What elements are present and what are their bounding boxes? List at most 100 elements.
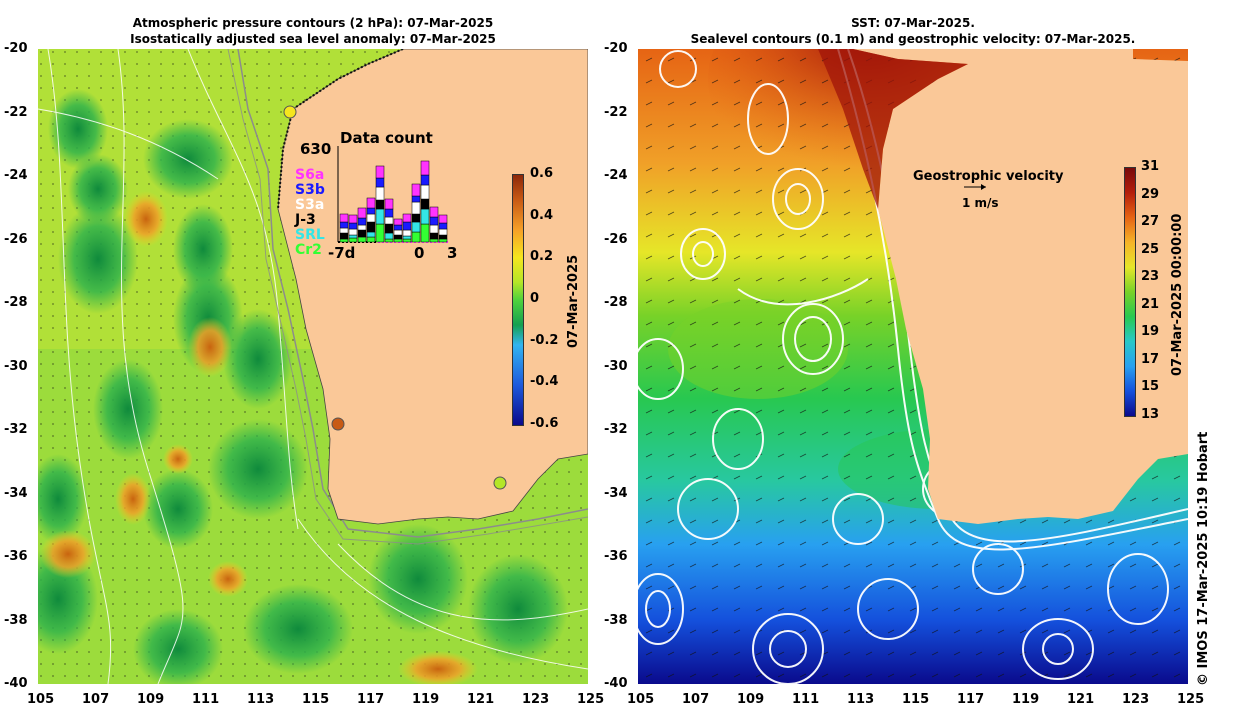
ssla-eddies xyxy=(38,89,568,684)
left-lon-tick: 117 xyxy=(357,692,385,707)
inset-histogram xyxy=(337,146,449,243)
right-lat-tick: -38 xyxy=(604,612,628,628)
right-lon-tick: 117 xyxy=(957,692,985,707)
right-colorbar-tick: 17 xyxy=(1141,351,1160,367)
inset-legend-item: J-3 xyxy=(295,212,316,228)
histogram-bar-segment xyxy=(393,224,403,231)
right-colorbar-tick: 27 xyxy=(1141,214,1160,230)
histogram-bar-segment xyxy=(420,184,430,200)
histogram-bar-segment xyxy=(411,183,421,197)
left-land-australia xyxy=(277,49,588,525)
histogram-bar-segment xyxy=(339,227,349,234)
right-lat-tick: -30 xyxy=(604,358,628,374)
velocity-scale-label: 1 m/s xyxy=(962,196,999,210)
left-lon-tick: 121 xyxy=(467,692,495,707)
left-lon-tick: 111 xyxy=(192,692,220,707)
left-lat-tick: -20 xyxy=(4,41,28,56)
histogram-bar-segment xyxy=(366,231,376,238)
histogram-bar-segment xyxy=(375,223,385,243)
histogram-bar-segment xyxy=(339,213,349,223)
histogram-bar-segment xyxy=(375,165,385,179)
histogram-bar-segment xyxy=(411,221,421,233)
left-lon-tick: 113 xyxy=(247,692,275,707)
right-lon-tick: 115 xyxy=(902,692,930,707)
histogram-bar-segment xyxy=(411,201,421,215)
histogram-bar-segment xyxy=(429,216,439,226)
imos-credit: © IMOS 17-Mar-2025 10:19 Hobart xyxy=(1196,431,1211,686)
histogram-bar-segment xyxy=(411,231,421,243)
right-sst-map xyxy=(638,49,1188,684)
left-colorbar-tick: 0 xyxy=(530,291,540,306)
right-colorbar-tick: 25 xyxy=(1141,241,1160,257)
histogram-bar-segment xyxy=(348,214,358,224)
right-colorbar-tick: 21 xyxy=(1141,296,1160,312)
histogram-bar-segment xyxy=(411,213,421,223)
left-title-line1: Atmospheric pressure contours (2 hPa): 0… xyxy=(132,16,494,30)
left-lon-tick: 119 xyxy=(412,692,440,707)
histogram-bar-segment xyxy=(420,208,430,225)
right-lat-tick: -20 xyxy=(604,41,628,56)
histogram-bar-segment xyxy=(375,186,385,201)
histogram-bar-segment xyxy=(393,238,403,243)
left-colorbar-tick: -0.6 xyxy=(530,416,559,431)
right-lat-tick: -40 xyxy=(604,676,628,691)
right-colorbar-label: 07-Mar-2025 00:00:00 xyxy=(1170,213,1185,376)
inset-legend-item: S3a xyxy=(295,197,325,213)
inset-max-label: 630 xyxy=(300,140,332,158)
left-lon-tick: 123 xyxy=(522,692,550,707)
histogram-bar-segment xyxy=(366,213,376,223)
right-lon-tick: 123 xyxy=(1122,692,1150,707)
histogram-bar-segment xyxy=(402,221,412,231)
inset-legend-item: S3b xyxy=(295,182,325,198)
histogram-bar-segment xyxy=(357,236,367,243)
histogram-bar-segment xyxy=(384,238,394,243)
left-title-line2: Isostatically adjusted sea level anomaly… xyxy=(130,32,496,46)
histogram-bar-segment xyxy=(402,229,412,237)
left-colorbar-tick: -0.2 xyxy=(530,332,559,348)
histogram-bar-segment xyxy=(357,229,367,238)
left-ssla-map xyxy=(38,49,588,684)
right-lon-tick: 105 xyxy=(627,692,655,707)
histogram-bar-segment xyxy=(339,221,349,229)
histogram-bar-segment xyxy=(438,238,448,243)
histogram-bar-segment xyxy=(420,198,430,210)
right-colorbar xyxy=(1124,167,1136,417)
histogram-bar-segment xyxy=(348,222,358,230)
histogram-bar-segment xyxy=(357,217,367,226)
left-colorbar-tick: 0.2 xyxy=(530,249,554,265)
right-colorbar-tick: 29 xyxy=(1141,186,1160,202)
histogram-bar-segment xyxy=(384,223,394,234)
left-colorbar-tick: 0.4 xyxy=(530,207,554,223)
histogram-bar-segment xyxy=(375,199,385,210)
shelf-break-lines xyxy=(237,49,588,538)
histogram-bar-segment xyxy=(411,195,421,203)
right-lon-tick: 125 xyxy=(1177,692,1205,707)
inset-legend-item: SRL xyxy=(295,227,325,243)
histogram-bar-segment xyxy=(357,224,367,231)
inset-x-end: 3 xyxy=(447,244,458,262)
histogram-bar-segment xyxy=(366,221,376,233)
left-lat-tick: -28 xyxy=(4,295,28,310)
right-lat-tick: -24 xyxy=(604,168,628,183)
histogram-bar-segment xyxy=(429,232,439,240)
inset-x-zero: 0 xyxy=(414,244,425,262)
left-colorbar xyxy=(512,174,524,426)
left-lat-tick: -32 xyxy=(4,422,28,437)
right-land-australia xyxy=(853,49,1188,524)
right-lon-tick: 113 xyxy=(847,692,875,707)
histogram-bar-segment xyxy=(420,160,430,176)
right-lon-tick: 109 xyxy=(737,692,765,707)
left-lat-tick: -40 xyxy=(4,676,28,691)
histogram-bar-segment xyxy=(375,177,385,188)
left-colorbar-tick: -0.4 xyxy=(530,374,559,390)
right-lon-tick: 111 xyxy=(792,692,820,707)
histogram-bar-segment xyxy=(393,229,403,236)
right-lat-tick: -26 xyxy=(604,231,628,247)
histogram-bar-segment xyxy=(429,238,439,243)
histogram-bar-segment xyxy=(438,234,448,240)
right-lon-tick: 121 xyxy=(1067,692,1095,707)
right-colorbar-tick: 15 xyxy=(1141,379,1160,395)
left-lat-tick: -38 xyxy=(4,612,28,628)
left-lon-tick: 105 xyxy=(27,692,55,707)
histogram-bar-segment xyxy=(402,238,412,243)
